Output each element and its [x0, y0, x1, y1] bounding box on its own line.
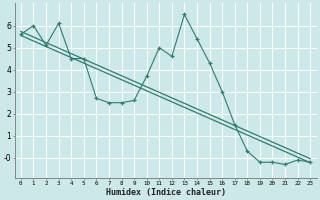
X-axis label: Humidex (Indice chaleur): Humidex (Indice chaleur) [106, 188, 226, 197]
